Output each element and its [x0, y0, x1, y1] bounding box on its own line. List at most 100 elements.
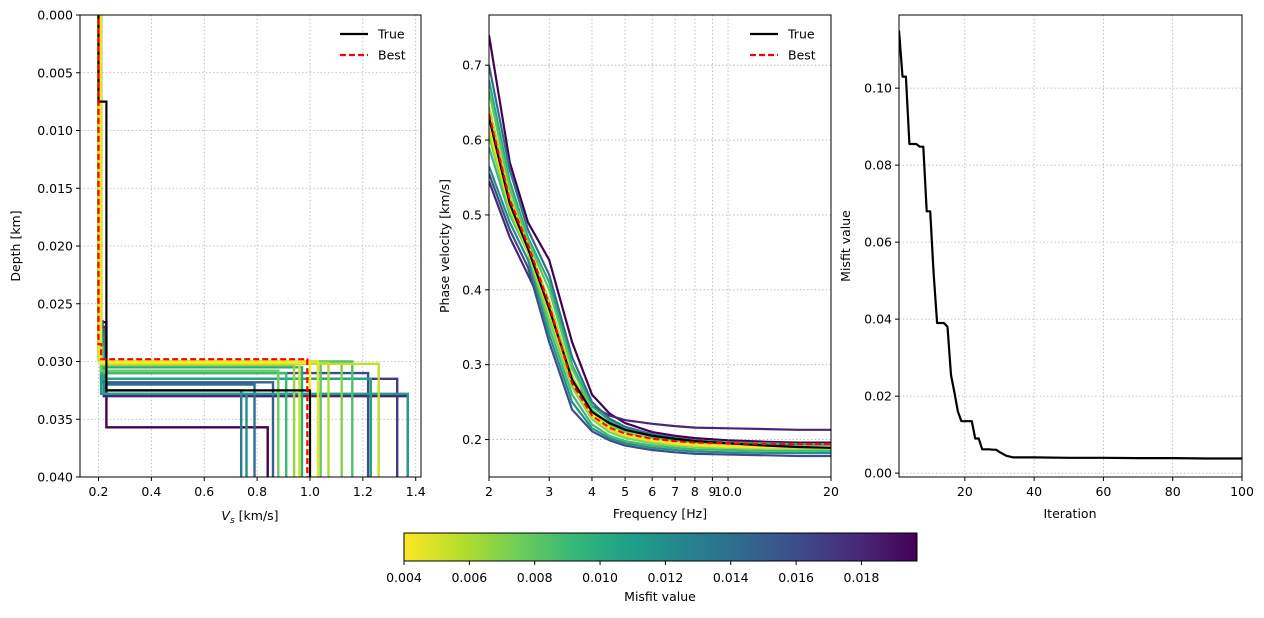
colorbar-tick-label: 0.010: [582, 570, 618, 585]
dispersion-axes-frame: [488, 14, 832, 478]
frequency-axis-label: Frequency [Hz]: [613, 506, 707, 521]
vs-profile-line: [98, 15, 354, 477]
y-tick-label: 0.4: [462, 282, 482, 297]
vs-profile-line: [98, 15, 248, 477]
vs-profile-line: [97, 15, 256, 477]
x-tick-label: 1.0: [300, 484, 320, 499]
x-tick-label: 10.0: [714, 484, 742, 499]
x-tick-label: 1.2: [353, 484, 373, 499]
dispersion-reference-curves: [489, 113, 831, 449]
x-tick-label: 4: [588, 484, 596, 499]
vs-profile-line: [99, 15, 243, 477]
dispersion-curve: [489, 91, 831, 448]
x-tick-label: 60: [1095, 484, 1111, 499]
vs-profile-line: [97, 15, 288, 477]
colorbar: 0.004 0.006 0.008 0.010 0.012 0.014 0.016 0.018…: [386, 532, 918, 604]
misfit-axes-frame: [898, 14, 1243, 478]
colorbar-gradient: [403, 532, 918, 562]
true-dispersion-curve: [489, 117, 831, 449]
legend-label-true: True: [377, 27, 405, 42]
colorbar-tick-label: 0.006: [451, 570, 487, 585]
colorbar-tick-label: 0.014: [713, 570, 749, 585]
vs-depth-panel: 0.2 0.4 0.6 0.8 1.0 1.2 1.4 0.000 0.005 0.010 0.01…: [8, 8, 426, 527]
x-tick-label: 20: [823, 484, 839, 499]
legend-label-best: Best: [788, 48, 816, 63]
x-tick-label: 0.4: [141, 484, 161, 499]
colorbar-label: Misfit value: [624, 589, 696, 604]
misfit-grid: [899, 15, 1243, 477]
colorbar-tick-label: 0.018: [844, 570, 880, 585]
y-tick-label: 0.6: [462, 133, 482, 148]
vs-profile-line: [98, 15, 343, 477]
y-tick-label: 0.7: [462, 58, 482, 73]
vs-profile-line: [97, 15, 280, 477]
misfit-line: [899, 30, 1242, 460]
y-tick-label: 0.030: [37, 354, 73, 369]
misfit-panel: 20 40 60 80 100 0.00 0.02 0.04 0.06 0.08 0.10 Iter…: [838, 14, 1254, 521]
vs-profile-line: [97, 15, 380, 477]
y-tick-label: 0.5: [462, 207, 482, 222]
y-tick-label: 0.005: [37, 65, 73, 80]
best-vs-profile: [97, 15, 309, 477]
y-tick-label: 0.06: [864, 235, 892, 250]
dispersion-legend: True Best: [750, 27, 816, 63]
best-dispersion-curve: [489, 113, 831, 446]
misfit-axis-label: Misfit value: [838, 210, 853, 282]
y-tick-label: 0.000: [37, 8, 73, 23]
vs-profile-line: [97, 15, 409, 477]
colorbar-tick-label: 0.008: [517, 570, 553, 585]
x-tick-label: 7: [671, 484, 679, 499]
x-tick-label: 40: [1026, 484, 1042, 499]
x-tick-label: 0.6: [194, 484, 214, 499]
misfit-series: [899, 30, 1242, 460]
x-tick-label: 1.4: [406, 484, 426, 499]
x-tick-label: 8: [691, 484, 699, 499]
y-tick-label: 0.010: [37, 123, 73, 138]
dispersion-curve: [489, 128, 831, 449]
vs-legend: True Best: [340, 27, 406, 63]
colorbar-ticks: 0.004 0.006 0.008 0.010 0.012 0.014 0.016 0.018: [386, 561, 879, 585]
dispersion-panel: 2 3 4 5 6 7 8 910.0 20 0.2 0.3 0.4 0.5 0.6 0.7 Frequen…: [437, 14, 839, 521]
vs-profile-line: [98, 15, 301, 477]
y-tick-label: 0.025: [37, 296, 73, 311]
y-tick-label: 0.040: [37, 470, 73, 485]
phase-velocity-axis-label: Phase velocity [km/s]: [437, 179, 452, 313]
y-tick-label: 0.00: [864, 466, 892, 481]
vs-profile-ensemble: [97, 15, 409, 477]
y-tick-label: 0.04: [864, 312, 892, 327]
y-tick-label: 0.3: [462, 357, 482, 372]
dispersion-curve: [489, 147, 831, 452]
y-tick-label: 0.08: [864, 158, 892, 173]
dispersion-ensemble: [489, 35, 831, 458]
dispersion-curve: [489, 173, 831, 458]
vs-axis-label: Vs [km/s]: [221, 508, 278, 526]
iteration-axis-label: Iteration: [1043, 506, 1096, 521]
y-tick-label: 0.02: [864, 389, 892, 404]
dispersion-curve: [489, 35, 831, 444]
y-tick-label: 0.015: [37, 181, 73, 196]
x-tick-label: 6: [648, 484, 656, 499]
x-tick-label: 100: [1230, 484, 1254, 499]
dispersion-curve: [489, 79, 831, 446]
colorbar-tick-label: 0.004: [386, 570, 422, 585]
y-tick-label: 0.020: [37, 239, 73, 254]
dispersion-curve: [489, 165, 831, 455]
legend-label-best: Best: [378, 48, 406, 63]
x-tick-label: 5: [621, 484, 629, 499]
colorbar-tick-label: 0.016: [778, 570, 814, 585]
y-tick-label: 0.2: [462, 432, 482, 447]
x-tick-label: 80: [1165, 484, 1181, 499]
vs-depth-grid: [80, 14, 421, 478]
x-tick-label: 0.8: [247, 484, 267, 499]
x-tick-label: 20: [957, 484, 973, 499]
dispersion-ticks: 2 3 4 5 6 7 8 910.0 20 0.2 0.3 0.4 0.5 0.6 0.7: [462, 58, 839, 499]
vs-profile-line: [97, 15, 372, 477]
vs-depth-ticks: 0.2 0.4 0.6 0.8 1.0 1.2 1.4 0.000 0.005 0.010 0.01…: [37, 8, 425, 500]
y-tick-label: 0.10: [864, 81, 892, 96]
depth-axis-label: Depth [km]: [8, 210, 23, 281]
vs-reference-profiles: [97, 15, 312, 477]
vs-profile-line: [97, 15, 296, 477]
misfit-ticks: 20 40 60 80 100 0.00 0.02 0.04 0.06 0.08 0.10: [864, 81, 1254, 499]
y-tick-label: 0.035: [37, 412, 73, 427]
